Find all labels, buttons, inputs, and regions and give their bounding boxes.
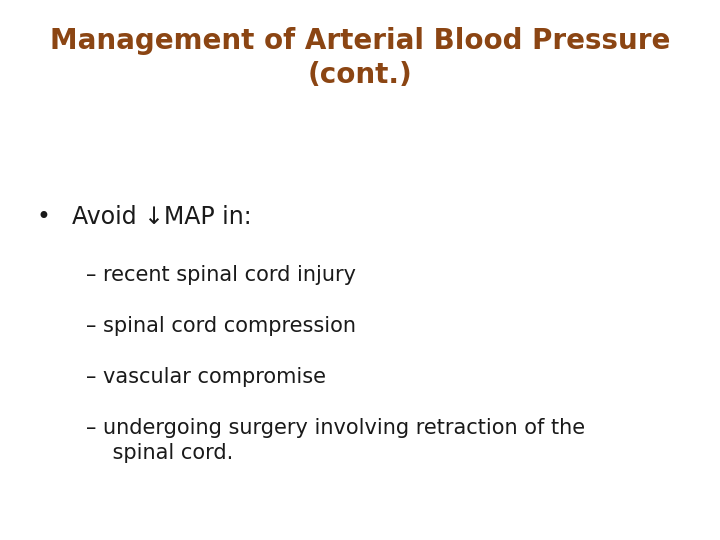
Text: – spinal cord compression: – spinal cord compression xyxy=(86,316,356,336)
Text: Avoid ↓MAP in:: Avoid ↓MAP in: xyxy=(72,205,251,229)
Text: Management of Arterial Blood Pressure
(cont.): Management of Arterial Blood Pressure (c… xyxy=(50,27,670,89)
Text: – vascular compromise: – vascular compromise xyxy=(86,367,326,387)
Text: – undergoing surgery involving retraction of the
    spinal cord.: – undergoing surgery involving retractio… xyxy=(86,418,585,463)
Text: – recent spinal cord injury: – recent spinal cord injury xyxy=(86,265,356,285)
Text: •: • xyxy=(36,205,50,229)
